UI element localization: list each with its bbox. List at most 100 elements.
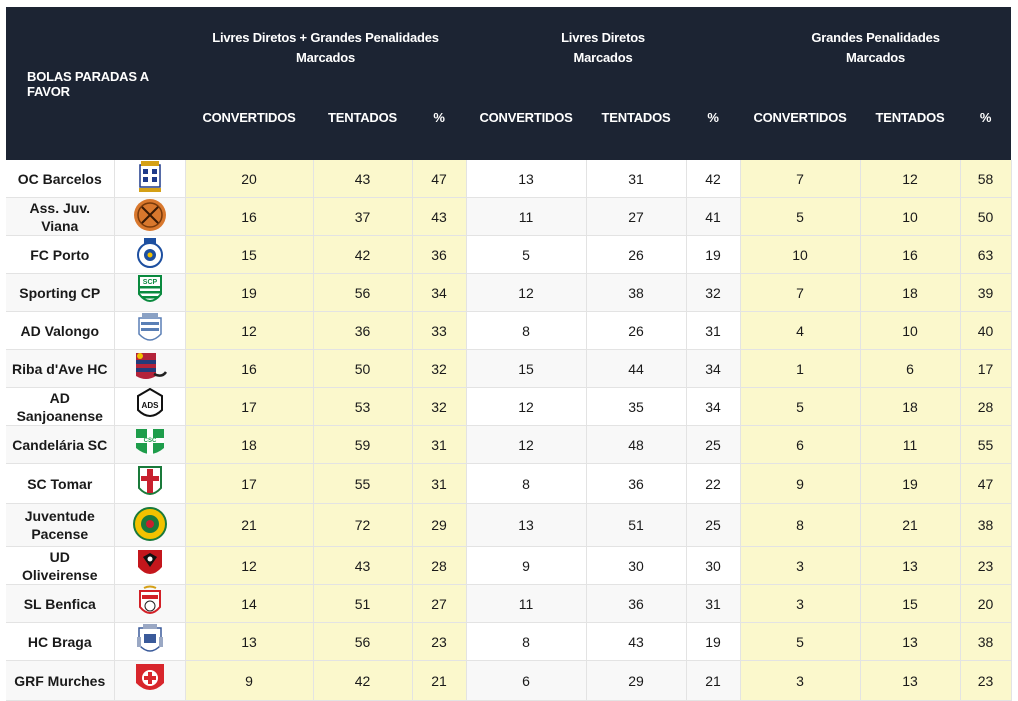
group-header-total-line2: Marcados [295,50,356,65]
free-kicks-pct-cell: 19 [686,622,741,661]
penalties-pct-cell: 23 [960,546,1012,585]
total-pct-cell: 47 [412,160,467,198]
team-logo-cell [114,584,186,623]
table-row: UD Oliveirense 12 43 28 9 30 30 3 13 23 [6,546,1012,585]
penalties-converted-cell: 3 [740,584,861,623]
penalties-attempted-cell: 10 [860,197,961,236]
total-attempted-cell: 72 [313,503,413,547]
penalties-attempted-cell: 18 [860,273,961,312]
team-name: SL Benfica [6,584,115,623]
penalties-attempted-cell: 13 [860,660,961,701]
sporting-crest-text: SCP [142,279,157,286]
free-kicks-attempted-cell: 44 [586,349,687,388]
free-kicks-converted-cell: 12 [466,387,587,426]
penalties-converted-cell: 10 [740,235,861,274]
group-header-penalties: Grandes Penalidades Marcados [740,7,1012,109]
penalties-converted-cell: 3 [740,546,861,585]
free-kicks-attempted-cell: 36 [586,463,687,504]
group-header-total: Livres Diretos + Grandes Penalidades Mar… [185,7,467,109]
total-attempted-cell: 43 [313,160,413,198]
penalties-attempted-cell: 6 [860,349,961,388]
total-converted-cell: 16 [185,349,314,388]
juventude-pacense-crest-icon [132,506,167,544]
free-kicks-attempted-cell: 35 [586,387,687,426]
total-converted-cell: 16 [185,197,314,236]
penalties-pct-cell: 58 [960,160,1012,198]
table-row: Riba d'Ave HC 16 50 32 15 44 34 1 6 17 [6,349,1012,388]
total-converted-cell: 12 [185,546,314,585]
group-header-free-kicks: Livres Diretos Marcados [466,7,741,109]
total-attempted-cell: 50 [313,349,413,388]
free-kicks-converted-cell: 13 [466,160,587,198]
total-pct-cell: 31 [412,463,467,504]
table-row: FC Porto 15 42 36 5 26 19 10 16 63 [6,235,1012,274]
penalties-pct-cell: 63 [960,235,1012,274]
sub-header-pct: % [412,109,467,160]
free-kicks-pct-cell: 21 [686,660,741,701]
free-kicks-attempted-cell: 27 [586,197,687,236]
free-kicks-attempted-cell: 29 [586,660,687,701]
table-row: Sporting CP SCP 19 56 34 12 38 32 7 18 39 [6,273,1012,312]
table-row: Ass. Juv. Viana 16 37 43 11 27 41 5 10 50 [6,197,1012,236]
total-pct-cell: 32 [412,387,467,426]
team-logo-cell [114,160,186,198]
total-attempted-cell: 36 [313,311,413,350]
team-name: HC Braga [6,622,115,661]
table-row: AD Valongo 12 36 33 8 26 31 4 10 40 [6,311,1012,350]
total-pct-cell: 43 [412,197,467,236]
ad-sanjoanense-crest-icon: ADS [136,387,164,425]
stats-table-container: BOLAS PARADAS A FAVOR Livres Diretos + G… [6,7,1012,701]
penalties-attempted-cell: 18 [860,387,961,426]
total-pct-cell: 29 [412,503,467,547]
group-header-free-kicks-line2: Marcados [573,50,633,65]
total-converted-cell: 13 [185,622,314,661]
penalties-pct-cell: 38 [960,622,1012,661]
free-kicks-attempted-cell: 43 [586,622,687,661]
set-pieces-table: BOLAS PARADAS A FAVOR Livres Diretos + G… [6,7,1012,701]
grf-murches-crest-icon [133,661,167,700]
riba-dave-crest-icon [132,350,168,387]
penalties-attempted-cell: 10 [860,311,961,350]
free-kicks-pct-cell: 31 [686,311,741,350]
total-pct-cell: 23 [412,622,467,661]
team-logo-cell [114,546,186,585]
free-kicks-pct-cell: 30 [686,546,741,585]
team-logo-cell: SCP [114,273,186,312]
team-logo-cell: ADS [114,387,186,426]
penalties-converted-cell: 9 [740,463,861,504]
total-attempted-cell: 43 [313,546,413,585]
total-attempted-cell: 42 [313,235,413,274]
team-name: Juventude Pacense [6,503,115,547]
total-attempted-cell: 55 [313,463,413,504]
sub-header-pct: % [686,109,741,160]
free-kicks-pct-cell: 22 [686,463,741,504]
penalties-pct-cell: 39 [960,273,1012,312]
sub-header-attempted: TENTADOS [313,109,413,160]
total-converted-cell: 15 [185,235,314,274]
free-kicks-attempted-cell: 26 [586,235,687,274]
penalties-converted-cell: 5 [740,387,861,426]
sub-header-pct: % [960,109,1012,160]
penalties-attempted-cell: 11 [860,425,961,464]
team-logo-cell [114,235,186,274]
penalties-attempted-cell: 13 [860,622,961,661]
ad-valongo-crest-icon [136,312,164,349]
fc-porto-crest-icon [136,236,164,273]
penalties-pct-cell: 47 [960,463,1012,504]
team-name: Sporting CP [6,273,115,312]
total-pct-cell: 32 [412,349,467,388]
table-row: Candelária SC CSC 18 59 31 12 48 25 6 11 55 [6,425,1012,464]
total-pct-cell: 33 [412,311,467,350]
group-header-free-kicks-line1: Livres Diretos [561,30,645,45]
penalties-attempted-cell: 15 [860,584,961,623]
candelaria-crest-text: CSC [143,438,156,444]
total-converted-cell: 14 [185,584,314,623]
penalties-converted-cell: 6 [740,425,861,464]
free-kicks-converted-cell: 11 [466,584,587,623]
team-name: FC Porto [6,235,115,274]
penalties-attempted-cell: 16 [860,235,961,274]
free-kicks-attempted-cell: 38 [586,273,687,312]
penalties-pct-cell: 23 [960,660,1012,701]
group-header-penalties-line2: Marcados [845,50,906,65]
table-row: HC Braga 13 56 23 8 43 19 5 13 38 [6,622,1012,661]
